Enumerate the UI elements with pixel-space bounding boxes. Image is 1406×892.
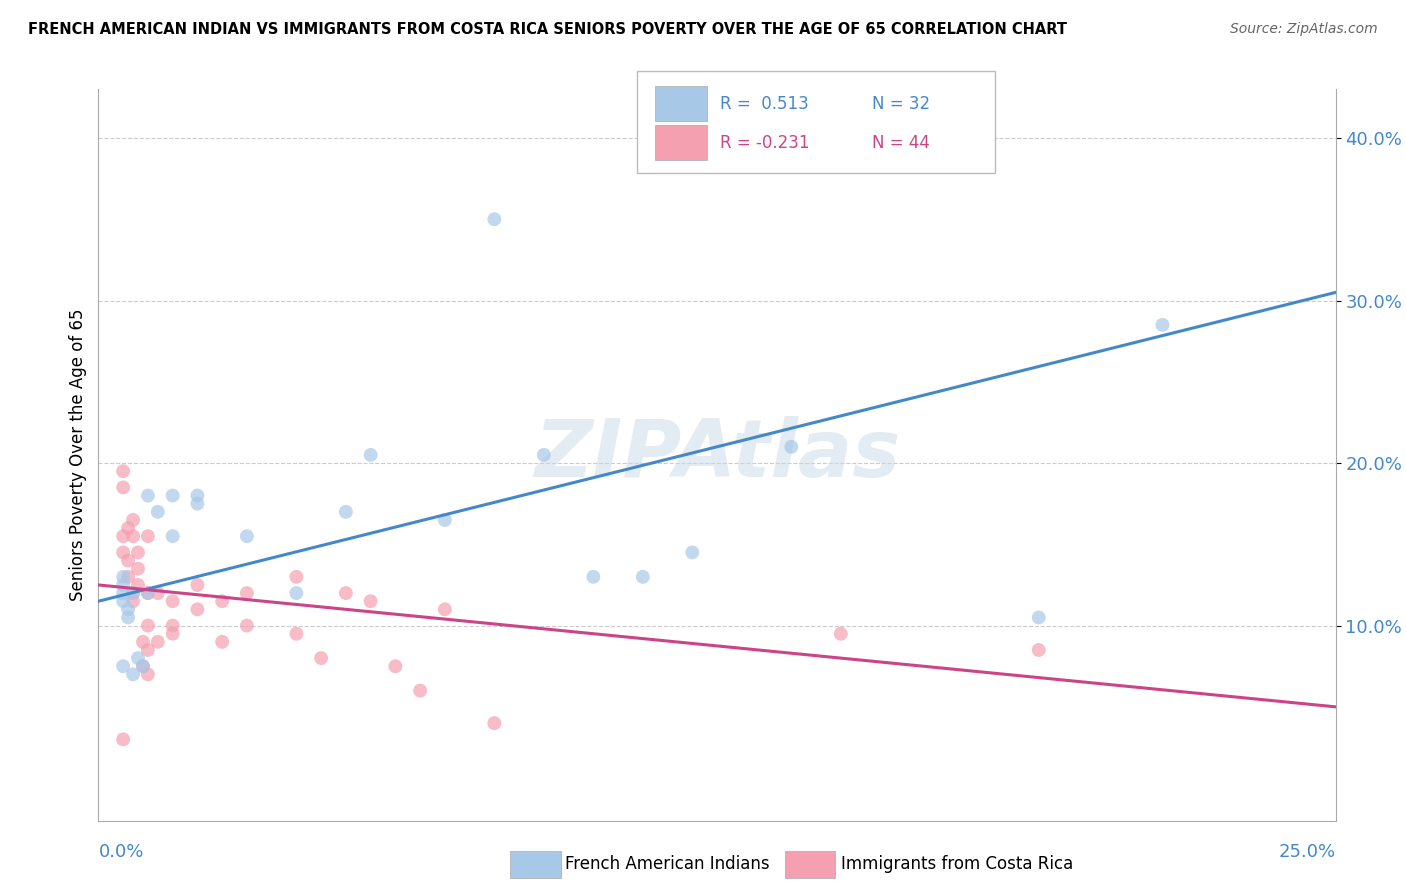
- Point: [112, 570, 135, 584]
- Y-axis label: Seniors Poverty Over the Age of 65: Seniors Poverty Over the Age of 65: [69, 309, 87, 601]
- Point: [681, 545, 703, 559]
- Point: [409, 683, 432, 698]
- Point: [186, 489, 208, 503]
- Text: Source: ZipAtlas.com: Source: ZipAtlas.com: [1230, 22, 1378, 37]
- Point: [122, 594, 145, 608]
- Text: French American Indians: French American Indians: [565, 855, 770, 873]
- Point: [360, 594, 382, 608]
- Text: R = -0.231: R = -0.231: [720, 134, 808, 152]
- Point: [127, 562, 149, 576]
- Point: [117, 610, 139, 624]
- Point: [132, 659, 155, 673]
- Point: [127, 545, 149, 559]
- Point: [132, 659, 155, 673]
- Point: [582, 570, 605, 584]
- Point: [335, 505, 357, 519]
- Point: [631, 570, 654, 584]
- Point: [1028, 610, 1050, 624]
- Point: [146, 505, 169, 519]
- Text: R =  0.513: R = 0.513: [720, 95, 808, 112]
- Point: [236, 529, 259, 543]
- Point: [186, 602, 208, 616]
- Point: [117, 521, 139, 535]
- Point: [112, 480, 135, 494]
- Point: [112, 464, 135, 478]
- Point: [136, 667, 159, 681]
- Text: ZIPAtlas: ZIPAtlas: [534, 416, 900, 494]
- Point: [112, 586, 135, 600]
- FancyBboxPatch shape: [637, 71, 995, 173]
- Point: [360, 448, 382, 462]
- Point: [112, 659, 135, 673]
- Point: [136, 529, 159, 543]
- Point: [117, 553, 139, 567]
- Text: 25.0%: 25.0%: [1278, 843, 1336, 861]
- Point: [533, 448, 555, 462]
- Point: [112, 594, 135, 608]
- Point: [162, 594, 184, 608]
- Point: [136, 489, 159, 503]
- Point: [162, 626, 184, 640]
- Point: [136, 643, 159, 657]
- Point: [117, 602, 139, 616]
- Point: [122, 586, 145, 600]
- Point: [384, 659, 406, 673]
- Point: [484, 212, 506, 227]
- Point: [136, 586, 159, 600]
- Point: [309, 651, 332, 665]
- Point: [186, 578, 208, 592]
- FancyBboxPatch shape: [655, 125, 707, 161]
- Point: [285, 570, 308, 584]
- Point: [1028, 643, 1050, 657]
- Point: [484, 716, 506, 731]
- Point: [780, 440, 803, 454]
- Point: [285, 586, 308, 600]
- Point: [855, 147, 877, 161]
- Point: [112, 578, 135, 592]
- Point: [335, 586, 357, 600]
- Point: [117, 570, 139, 584]
- Point: [146, 586, 169, 600]
- Point: [127, 578, 149, 592]
- Point: [112, 529, 135, 543]
- Point: [122, 667, 145, 681]
- Text: N = 32: N = 32: [872, 95, 929, 112]
- Point: [186, 497, 208, 511]
- Point: [122, 513, 145, 527]
- Point: [136, 586, 159, 600]
- Point: [122, 529, 145, 543]
- Point: [433, 602, 456, 616]
- Point: [132, 635, 155, 649]
- Text: FRENCH AMERICAN INDIAN VS IMMIGRANTS FROM COSTA RICA SENIORS POVERTY OVER THE AG: FRENCH AMERICAN INDIAN VS IMMIGRANTS FRO…: [28, 22, 1067, 37]
- Point: [162, 618, 184, 632]
- Text: 0.0%: 0.0%: [98, 843, 143, 861]
- Point: [162, 529, 184, 543]
- Point: [127, 651, 149, 665]
- Point: [1152, 318, 1174, 332]
- Point: [112, 732, 135, 747]
- Point: [830, 626, 852, 640]
- Point: [211, 594, 233, 608]
- Point: [162, 489, 184, 503]
- Point: [146, 635, 169, 649]
- Point: [112, 545, 135, 559]
- Point: [433, 513, 456, 527]
- Text: N = 44: N = 44: [872, 134, 929, 152]
- Point: [122, 586, 145, 600]
- Point: [136, 618, 159, 632]
- Text: Immigrants from Costa Rica: Immigrants from Costa Rica: [841, 855, 1073, 873]
- Point: [236, 586, 259, 600]
- Point: [236, 618, 259, 632]
- Point: [285, 626, 308, 640]
- FancyBboxPatch shape: [655, 87, 707, 121]
- Point: [211, 635, 233, 649]
